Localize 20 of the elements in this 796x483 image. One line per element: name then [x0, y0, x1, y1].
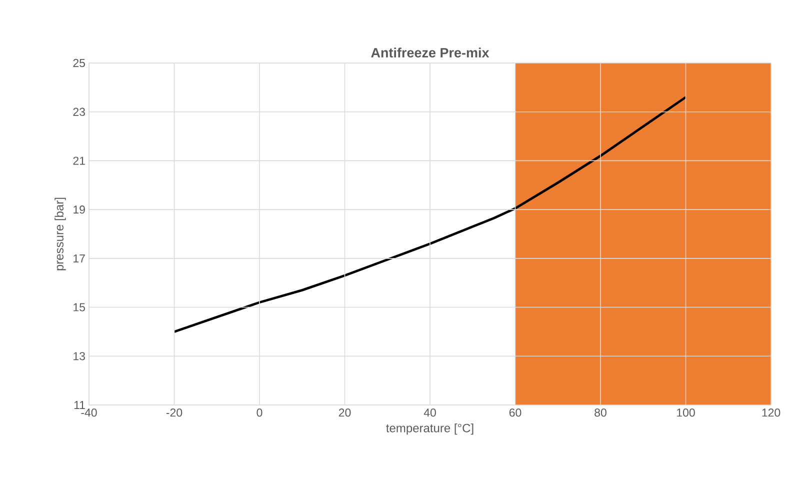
x-tick-label: -20 [166, 408, 182, 417]
y-tick-label: 25 [73, 58, 85, 68]
x-tick-label: 120 [762, 408, 780, 417]
x-tick-label: -40 [81, 408, 97, 417]
y-tick-label: 13 [74, 352, 85, 360]
x-tick-label: 100 [677, 408, 695, 417]
y-axis-title: pressure [bar] [54, 198, 66, 270]
x-tick-label: 0 [256, 408, 262, 417]
chart-title: Antifreeze Pre-mix [371, 48, 490, 58]
x-tick-label: 60 [509, 408, 522, 417]
x-tick-label: 20 [338, 408, 351, 417]
y-tick-label: 15 [74, 303, 85, 312]
y-tick-label: 19 [74, 205, 85, 214]
x-tick-label: 40 [424, 408, 436, 417]
y-tick-label: 21 [73, 156, 85, 165]
y-tick-label: 23 [73, 108, 85, 116]
y-tick-label: 11 [74, 401, 85, 409]
y-tick-label: 17 [74, 254, 85, 262]
x-axis-title: temperature [°C] [386, 423, 474, 435]
x-tick-label: 80 [594, 408, 606, 417]
